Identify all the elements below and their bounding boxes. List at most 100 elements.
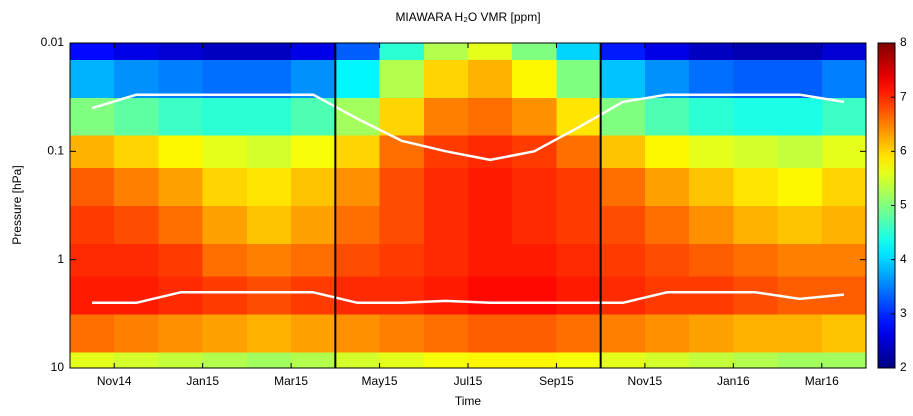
heatmap-cell <box>777 351 823 369</box>
heatmap-cell <box>600 59 646 98</box>
heatmap-cell <box>291 243 336 277</box>
heatmap-cell <box>689 59 734 98</box>
heatmap-cell <box>423 59 469 98</box>
x-tick-label: Mar15 <box>274 374 308 388</box>
heatmap-cell <box>158 205 204 244</box>
heatmap-cell <box>70 243 115 277</box>
heatmap-cell <box>423 43 469 60</box>
heatmap-cell <box>689 97 734 136</box>
heatmap-cell <box>335 43 381 60</box>
heatmap-cell <box>70 59 115 98</box>
heatmap-cell <box>335 97 381 136</box>
heatmap-cell <box>556 97 602 136</box>
x-tick-label: Jul15 <box>454 374 483 388</box>
heatmap-cell <box>600 243 646 277</box>
heatmap-cell <box>512 313 558 353</box>
heatmap-cell <box>379 43 425 60</box>
heatmap-cell <box>556 275 602 315</box>
y-tick-label: 0.1 <box>47 144 64 158</box>
heatmap-cell <box>733 97 779 136</box>
heatmap-cell <box>423 167 469 207</box>
heatmap-cell <box>202 275 248 315</box>
heatmap-cell <box>821 167 867 207</box>
colorbar-tick-label: 5 <box>900 198 907 212</box>
heatmap-cell <box>600 167 646 207</box>
heatmap-cell <box>644 167 690 207</box>
heatmap-cell <box>70 43 115 60</box>
heatmap-cell <box>423 205 469 244</box>
heatmap-cell <box>246 135 292 169</box>
heatmap-cell <box>777 243 823 277</box>
heatmap-cell <box>114 135 160 169</box>
heatmap-cell <box>733 205 779 244</box>
heatmap-cell <box>556 205 602 244</box>
heatmap-cell <box>379 59 425 98</box>
heatmap-cell <box>644 135 690 169</box>
colorbar-tick-label: 8 <box>900 35 907 49</box>
heatmap-cell <box>423 351 469 369</box>
heatmap-cell <box>644 313 690 353</box>
heatmap-cell <box>114 243 160 277</box>
heatmap-cell <box>777 43 823 60</box>
heatmap-cell <box>600 313 646 353</box>
heatmap-cell <box>512 275 558 315</box>
x-tick-label: Nov15 <box>628 374 663 388</box>
heatmap-cell <box>246 97 292 136</box>
heatmap-cell <box>202 59 248 98</box>
heatmap-cell <box>777 205 823 244</box>
colorbar-tick-label: 7 <box>900 89 907 103</box>
heatmap-cell <box>556 43 602 60</box>
heatmap-cell <box>512 97 558 136</box>
heatmap-cell <box>335 313 381 353</box>
heatmap-cell <box>821 135 867 169</box>
heatmap-cell <box>158 243 204 277</box>
heatmap-cell <box>821 59 867 98</box>
heatmap-cell <box>70 313 115 353</box>
heatmap-cell <box>777 59 823 98</box>
y-tick-label: 1 <box>57 252 64 266</box>
heatmap-cell <box>468 313 513 353</box>
heatmap-cell <box>644 59 690 98</box>
heatmap-cell <box>423 97 469 136</box>
heatmap-cell <box>114 43 160 60</box>
heatmap-cell <box>821 351 867 369</box>
heatmap-cell <box>379 275 425 315</box>
heatmap-cell <box>158 135 204 169</box>
heatmap-cell <box>600 275 646 315</box>
heatmap-cell <box>158 313 204 353</box>
heatmap-cell <box>202 43 248 60</box>
heatmap-cell <box>202 313 248 353</box>
heatmap-cell <box>556 135 602 169</box>
heatmap-cell <box>512 43 558 60</box>
x-axis-label: Time <box>455 394 482 408</box>
heatmap-cell <box>70 205 115 244</box>
heatmap-cell <box>291 205 336 244</box>
heatmap-cell <box>689 167 734 207</box>
heatmap-cell <box>689 275 734 315</box>
heatmap-cell <box>644 351 690 369</box>
heatmap-cell <box>733 313 779 353</box>
heatmap-cell <box>335 351 381 369</box>
heatmap-cell <box>468 59 513 98</box>
heatmap-cell <box>733 43 779 60</box>
heatmap-cell <box>114 59 160 98</box>
heatmap-cell <box>202 135 248 169</box>
profile-line <box>91 93 845 162</box>
x-tick-label: Sep15 <box>539 374 574 388</box>
heatmap-cell <box>733 243 779 277</box>
heatmap-cell <box>689 243 734 277</box>
heatmap-cell <box>821 313 867 353</box>
heatmap-cell <box>468 351 513 369</box>
heatmap-cell <box>202 167 248 207</box>
heatmap-cell <box>644 97 690 136</box>
heatmap-cell <box>689 135 734 169</box>
heatmap-cell <box>70 167 115 207</box>
heatmap-cell <box>70 351 115 369</box>
heatmap-cell <box>202 97 248 136</box>
heatmap-cell <box>335 59 381 98</box>
heatmap-cell <box>556 313 602 353</box>
heatmap-cell <box>600 351 646 369</box>
x-tick-label: Nov14 <box>97 374 132 388</box>
heatmap-cell <box>777 135 823 169</box>
